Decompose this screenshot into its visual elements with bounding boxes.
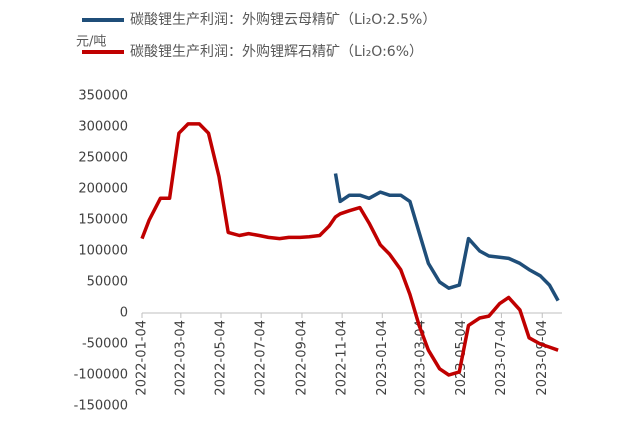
x-tick-label: 2023-09-04 [535,320,550,396]
y-tick-label: 50000 [87,275,128,290]
x-tick-label: 2023-07-04 [494,320,509,396]
x-tick-label: 2023-01-04 [375,320,390,396]
y-axis-label: 元/吨 [76,35,106,50]
y-tick-label: 100000 [78,244,128,259]
x-tick-label: 2022-07-04 [254,320,269,396]
y-tick-label: -100000 [74,368,128,383]
legend-label: 碳酸锂生产利润：外购锂辉石精矿（Li₂O:6%） [130,44,423,60]
series-line [333,173,560,302]
y-tick-label: 350000 [78,89,128,104]
y-tick-label: 150000 [78,213,128,228]
legend-label: 碳酸锂生产利润：外购锂云母精矿（Li₂O:2.5%） [130,12,436,28]
x-tick-label: 2022-09-04 [294,320,309,396]
series-line [140,122,559,377]
y-tick-label: 0 [120,306,128,321]
y-tick-label: -50000 [82,337,128,352]
y-tick-label: 300000 [78,120,128,135]
x-tick-label: 2022-05-04 [213,320,228,396]
x-tick-label: 2022-01-04 [135,320,150,396]
x-tick-label: 2022-03-04 [173,320,188,396]
y-tick-label: -150000 [74,399,128,414]
y-tick-label: 200000 [78,182,128,197]
y-tick-label: 250000 [78,151,128,166]
x-tick-label: 2022-11-04 [335,320,350,396]
